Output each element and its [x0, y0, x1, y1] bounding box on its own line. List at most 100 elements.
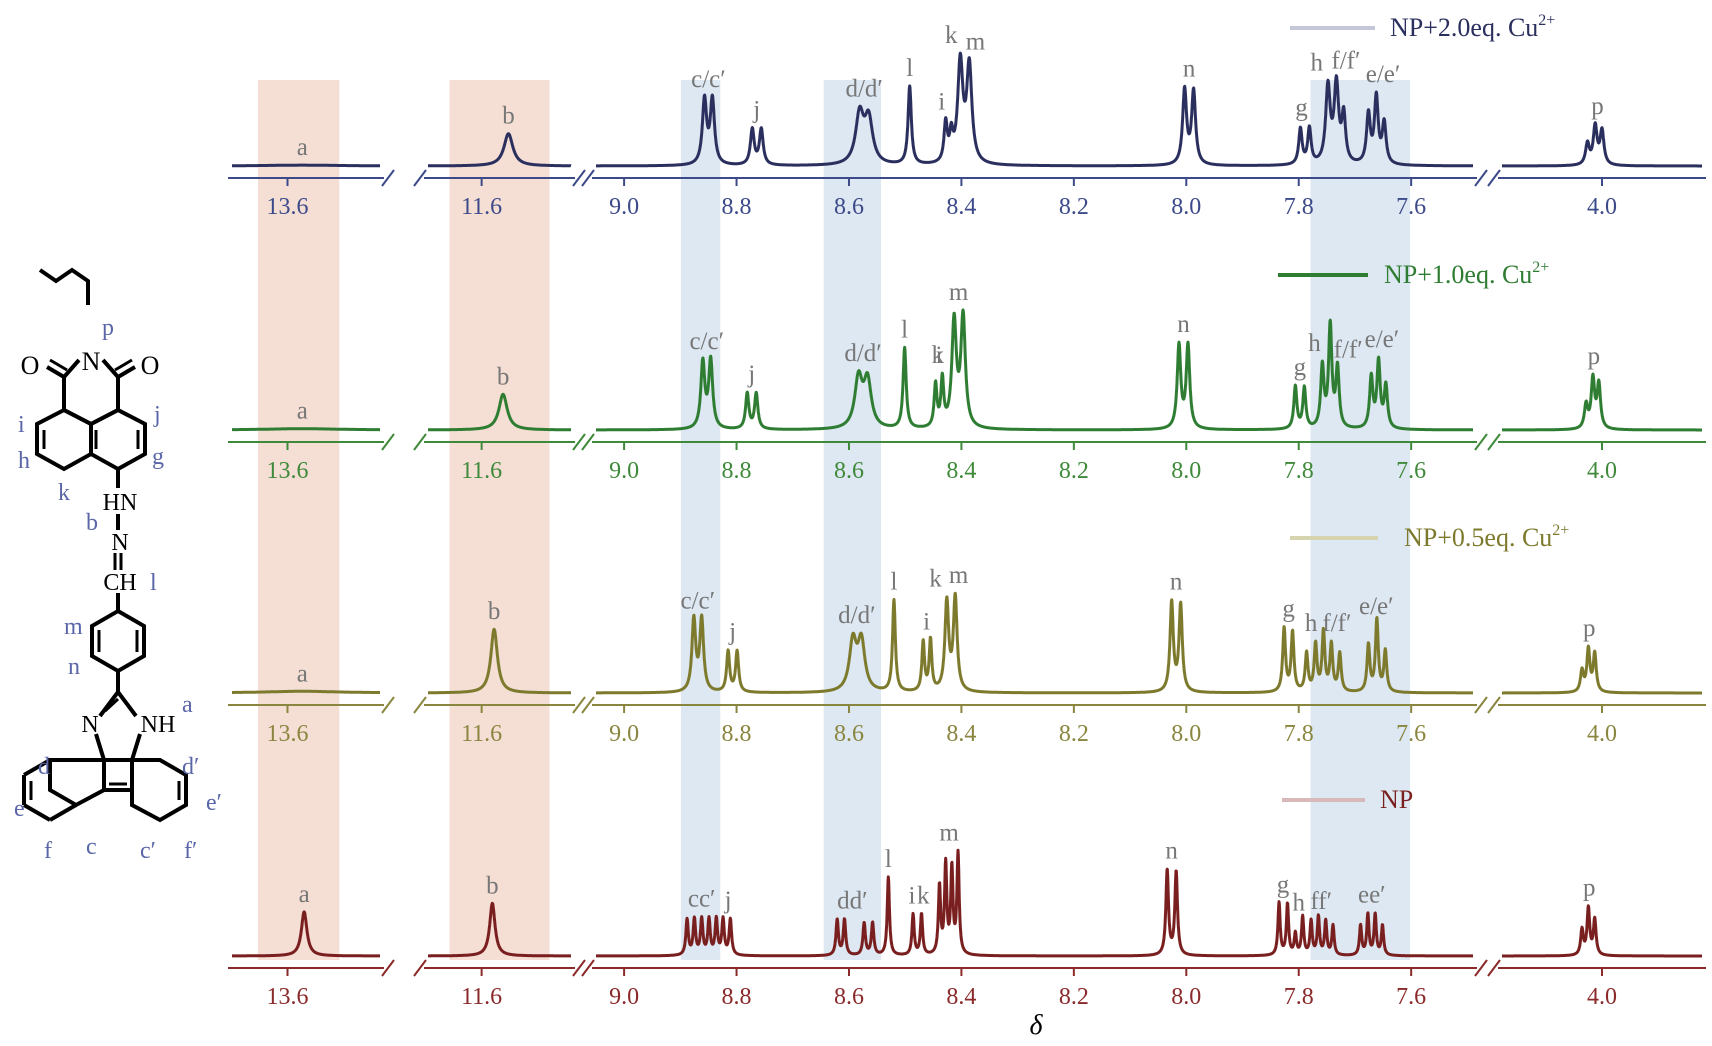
tick-label: 8.8	[722, 458, 752, 484]
trace-1-segment-2	[594, 308, 1475, 432]
peak-label: d/d′	[845, 76, 882, 103]
peak-label: f/f′	[1334, 336, 1363, 363]
peak-label: m	[966, 28, 986, 55]
carbonyl-right	[116, 365, 137, 379]
phenanthrene-right-ring	[130, 758, 188, 823]
trace-2-segment-0	[230, 689, 382, 694]
peak-label: cc′	[688, 886, 716, 913]
tick-label: 13.6	[267, 984, 309, 1010]
peak-label: k	[917, 882, 930, 909]
tick-label: 11.6	[461, 721, 502, 747]
axis-break-mark	[413, 169, 427, 187]
tick-label: 7.8	[1284, 721, 1314, 747]
axis-break-mark	[381, 959, 395, 977]
peak-label: a	[299, 881, 310, 908]
trace-2-segment-2	[594, 591, 1475, 695]
axis-break-mark	[1487, 433, 1501, 451]
proton-label-i: i	[18, 412, 25, 438]
atom-o-left: O	[21, 351, 40, 380]
spectrum-panel-1: 13.6 11.6 9.0 8.8 8.6 8.4 8.2 8.0 7.8 7.6 4.0 a b c/c…	[228, 259, 1706, 484]
peak-label: ff′	[1310, 888, 1332, 915]
peak-label: b	[497, 363, 510, 390]
x-axis-label: δ	[1029, 1010, 1043, 1041]
tick-label: 8.4	[946, 194, 976, 220]
trace-1-segment-1	[426, 392, 573, 432]
proton-label-e: e	[14, 796, 25, 822]
proton-label-f-prime: f′	[184, 838, 197, 864]
peak-label: h	[1308, 330, 1321, 357]
peak-label: g	[1282, 595, 1295, 622]
trace-3-segment-0	[230, 910, 382, 958]
tick-label: 13.6	[267, 194, 309, 220]
tick-label: 8.0	[1171, 458, 1201, 484]
peak-label: l	[901, 316, 908, 343]
atom-hn: HN	[103, 490, 138, 516]
peak-label: p	[1591, 93, 1604, 120]
tick-label: 8.6	[834, 721, 864, 747]
axis-break-mark	[572, 696, 586, 714]
peak-label: h	[1292, 890, 1305, 917]
atom-n-azine: N	[111, 530, 128, 556]
tick-label: 8.2	[1059, 721, 1089, 747]
spectrum-panel-0: 13.6 11.6 9.0 8.8 8.6 8.4 8.2 8.0 7.8 7.6 4.0 a b c/c…	[228, 12, 1706, 220]
highlight-band-0	[257, 80, 340, 960]
peak-label: dd′	[837, 887, 867, 914]
peak-label: m	[939, 819, 959, 846]
tick-label: 13.6	[267, 458, 309, 484]
tick-label: 8.4	[946, 458, 976, 484]
peak-label: d/d′	[844, 340, 881, 367]
tick-label: 8.0	[1171, 721, 1201, 747]
spectrum-panel-2: 13.6 11.6 9.0 8.8 8.6 8.4 8.2 8.0 7.8 7.6 4.0 a b c/c…	[228, 522, 1706, 747]
tick-label: 8.6	[834, 458, 864, 484]
trace-1-segment-3	[1500, 372, 1704, 432]
spectra-panels: 13.6 11.6 9.0 8.8 8.6 8.4 8.2 8.0 7.8 7.6 4.0 a b c/c…	[228, 12, 1706, 1010]
atom-nh-imidazole: NH	[141, 712, 176, 738]
peak-label: p	[1583, 615, 1596, 642]
tick-label: 8.4	[946, 721, 976, 747]
peak-label: j	[752, 97, 760, 124]
peak-label: c/c′	[680, 587, 715, 614]
highlight-band-3	[823, 80, 882, 960]
proton-label-h: h	[18, 448, 30, 474]
trace-2-segment-1	[426, 627, 573, 695]
axis-break-mark	[1487, 696, 1501, 714]
proton-label-c-prime: c′	[140, 838, 156, 864]
peak-label: k	[932, 342, 945, 369]
atom-o-right: O	[141, 351, 160, 380]
imidazole-db	[103, 697, 120, 713]
peak-label: m	[949, 279, 969, 306]
peak-label: p	[1588, 343, 1601, 370]
highlight-band-1	[449, 80, 550, 960]
proton-label-l: l	[150, 570, 157, 596]
tick-label: 8.0	[1171, 194, 1201, 220]
peak-label: c/c′	[691, 66, 726, 93]
tick-label: 8.2	[1059, 984, 1089, 1010]
tick-label: 7.6	[1396, 984, 1426, 1010]
axis-break-mark	[1474, 433, 1488, 451]
tick-label: 7.6	[1396, 194, 1426, 220]
legend-label-0: NP+2.0eq. Cu2+	[1390, 12, 1555, 42]
imidazole-base	[94, 733, 142, 762]
phen-bond-b	[23, 758, 51, 777]
peak-label: n	[1183, 55, 1196, 82]
axis-break-mark	[581, 959, 595, 977]
tick-label: 9.0	[609, 458, 639, 484]
peak-label: a	[297, 134, 308, 161]
peak-label: d/d′	[838, 602, 875, 629]
axis-break-mark	[1487, 169, 1501, 187]
peak-label: b	[488, 598, 501, 625]
trace-3-segment-2	[594, 848, 1475, 958]
axis-break-mark	[1487, 959, 1501, 977]
proton-label-f: f	[44, 838, 52, 864]
atom-n-imide: N	[82, 347, 101, 376]
axis-break-mark	[413, 696, 427, 714]
trace-0-segment-3	[1500, 121, 1704, 168]
tick-label: 4.0	[1587, 458, 1617, 484]
proton-label-g: g	[152, 444, 164, 470]
tick-label: 8.6	[834, 984, 864, 1010]
tick-label: 8.8	[722, 721, 752, 747]
butyl-chain	[38, 267, 90, 305]
trace-0-segment-2	[594, 51, 1475, 168]
legend-label-3: NP	[1380, 785, 1413, 814]
peak-label: j	[724, 887, 732, 914]
